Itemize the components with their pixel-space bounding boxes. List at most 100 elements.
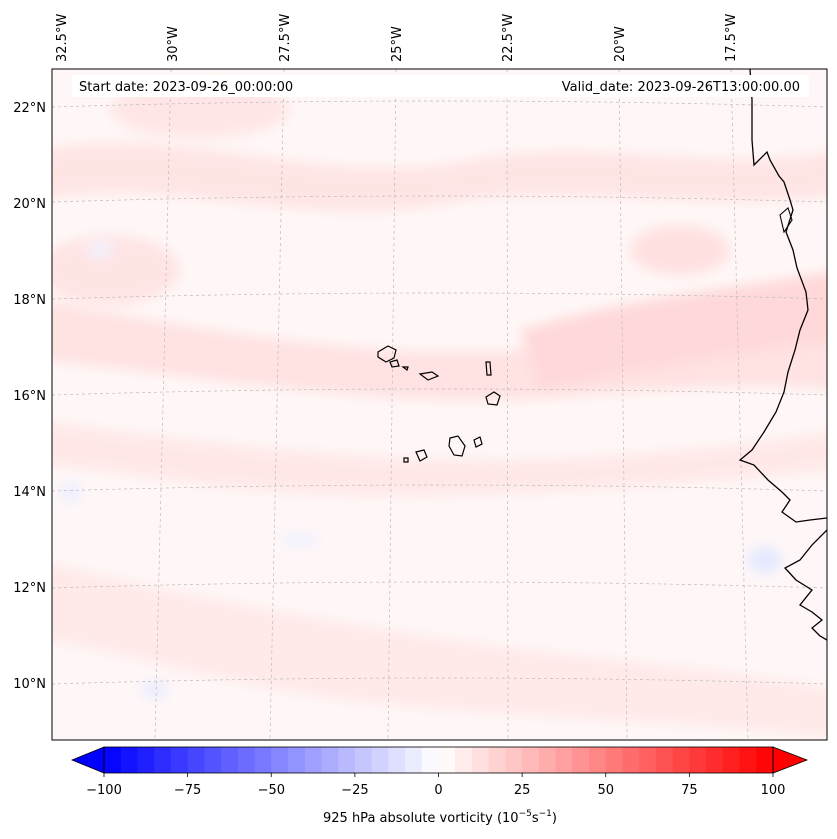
lon-tick-label: 17.5°W <box>724 14 739 62</box>
lat-tick-label: 22°N <box>13 101 46 116</box>
cabo-verde-islands <box>377 345 501 463</box>
island-santa-luzia <box>401 366 409 371</box>
latitude-labels: 22°N 20°N 18°N 16°N 14°N 12°N 10°N <box>13 101 46 692</box>
colorbar-swatch <box>204 747 222 773</box>
colorbar-swatches <box>104 747 774 773</box>
colorbar-tick-label: −25 <box>341 783 368 798</box>
colorbar-swatch <box>304 747 323 773</box>
colorbar-swatch <box>555 747 573 773</box>
vorticity-band-east <box>520 272 827 390</box>
map-panel: Start date: 2023-09-26_00:00:00 Valid_da… <box>51 68 828 741</box>
colorbar-units-exp: −5 <box>519 809 532 819</box>
negative-vorticity-patch <box>280 532 320 548</box>
colorbar-swatch <box>154 747 172 773</box>
lat-tick-label: 10°N <box>13 677 46 692</box>
island-santiago <box>448 435 466 457</box>
vorticity-band-north <box>52 142 827 212</box>
island-brava <box>403 457 409 463</box>
vorticity-band-south <box>52 421 827 496</box>
coastal-island <box>779 207 793 234</box>
meridian-27.5W <box>269 69 285 740</box>
negative-vorticity-patch <box>60 482 80 502</box>
colorbar-swatch <box>488 747 506 773</box>
colorbar-swatch <box>505 747 523 773</box>
colorbar-swatch <box>739 747 757 773</box>
lon-tick-label: 20°W <box>613 26 628 62</box>
island-sal <box>485 361 492 376</box>
gridlines <box>52 69 827 740</box>
lat-tick-label: 20°N <box>13 197 46 212</box>
colorbar-swatch <box>287 747 306 773</box>
colorbar-swatch <box>438 747 456 773</box>
vorticity-band-central <box>52 302 827 401</box>
colorbar-swatch <box>455 747 473 773</box>
island-boa-vista <box>485 391 501 406</box>
meridian-25W <box>387 69 397 740</box>
start-date-label: Start date: 2023-09-26_00:00:00 <box>79 80 293 95</box>
african-coastline <box>783 529 827 641</box>
date-header-box <box>72 75 809 97</box>
colorbar-swatch <box>137 747 155 773</box>
colorbar-swatch <box>522 747 540 773</box>
colorbar-swatch <box>120 747 139 773</box>
colorbar-swatch <box>421 747 440 773</box>
colorbar-tick-label: −100 <box>86 783 122 798</box>
colorbar-swatch <box>371 747 389 773</box>
colorbar-swatch <box>589 747 607 773</box>
lat-tick-label: 14°N <box>13 485 46 500</box>
colorbar-swatch <box>605 747 624 773</box>
colorbar-tick-label: −75 <box>174 783 201 798</box>
colorbar-swatch <box>187 747 205 773</box>
parallel-12N <box>52 581 827 589</box>
colorbar: −100 −75 −50 −25 0 25 50 75 100 925 hPa … <box>70 746 809 826</box>
colorbar-units-s: s <box>532 811 539 826</box>
lon-tick-label: 32.5°W <box>55 14 70 62</box>
colorbar-swatch <box>237 747 256 773</box>
island-fogo <box>415 449 428 462</box>
lat-tick-label: 12°N <box>13 581 46 596</box>
colorbar-tick-label: −50 <box>258 783 285 798</box>
parallel-22N <box>52 100 827 108</box>
valid-date-label: Valid_date: 2023-09-26T13:00:00.00 <box>562 80 800 95</box>
colorbar-swatch <box>538 747 557 773</box>
colorbar-swatch <box>170 747 189 773</box>
map-frame <box>51 68 828 741</box>
colorbar-swatch <box>706 747 724 773</box>
vorticity-patch-northeast <box>630 225 730 275</box>
colorbar-units-exp: −1 <box>539 809 552 819</box>
colorbar-ticks <box>103 773 774 777</box>
meridian-30W <box>154 69 172 740</box>
lat-tick-label: 16°N <box>13 389 46 404</box>
lat-tick-label: 18°N <box>13 293 46 308</box>
colorbar-label: 925 hPa absolute vorticity (10−5s−1) <box>323 809 557 826</box>
colorbar-swatch <box>104 747 122 773</box>
parallel-20N <box>52 195 827 203</box>
colorbar-swatch <box>354 747 373 773</box>
meridian-20W <box>618 69 628 740</box>
parallel-16N <box>52 388 827 396</box>
meridian-32.5W <box>52 69 53 99</box>
colorbar-swatch <box>338 747 356 773</box>
parallel-18N <box>52 292 827 300</box>
colorbar-label-text: 925 hPa absolute vorticity <box>323 811 493 826</box>
meridian-17.5W <box>730 69 749 740</box>
colorbar-extend-high-arrow <box>772 746 809 774</box>
parallel-10N <box>52 677 827 685</box>
colorbar-tick-label: 100 <box>761 783 786 798</box>
colorbar-swatch <box>271 747 289 773</box>
colorbar-swatch <box>639 747 657 773</box>
parallel-14N <box>52 484 827 492</box>
meridian-22.5W <box>506 69 509 740</box>
african-coastline <box>738 69 827 523</box>
lon-tick-label: 22.5°W <box>501 14 516 62</box>
colorbar-swatch <box>321 747 339 773</box>
lon-tick-label: 27.5°W <box>278 14 293 62</box>
negative-vorticity-patch <box>86 242 114 258</box>
colorbar-tick-label: 75 <box>681 783 698 798</box>
vorticity-band-far-south <box>52 562 827 739</box>
island-santo-antao <box>377 345 397 363</box>
lon-tick-label: 25°W <box>390 26 405 62</box>
longitude-labels: 32.5°W 30°W 27.5°W 25°W 22.5°W 20°W 17.5… <box>55 14 739 62</box>
colorbar-swatch <box>756 747 774 773</box>
